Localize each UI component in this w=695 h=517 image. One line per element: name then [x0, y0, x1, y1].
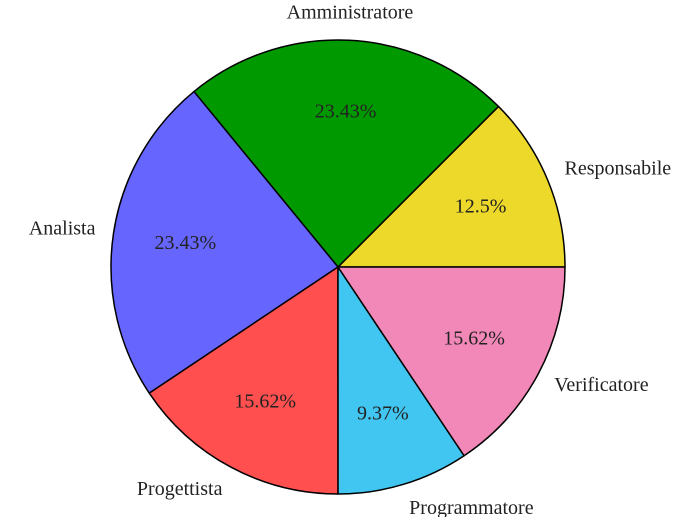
slice-value-label: 15.62%: [443, 327, 505, 349]
slice-value-label: 23.43%: [315, 100, 377, 122]
pie-slice: [337, 105, 566, 268]
slice-category-label: Programmatore: [409, 497, 534, 517]
slice-value-label: 12.5%: [455, 196, 507, 218]
slice-category-label: Progettista: [137, 478, 223, 500]
pie-slice: [193, 39, 500, 268]
pie-slice: [110, 90, 339, 394]
slice-value-label: 15.62%: [234, 391, 296, 413]
slice-category-label: Verificatore: [554, 374, 649, 396]
slice-category-label: Analista: [29, 217, 96, 239]
slice-value-label: 23.43%: [154, 232, 216, 254]
slice-value-label: 9.37%: [357, 402, 409, 424]
pie-slice: [337, 266, 465, 495]
pie-slice: [148, 266, 339, 495]
slice-category-label: Responsabile: [564, 158, 671, 180]
pie-slice: [337, 266, 566, 457]
slice-category-label: Amministratore: [287, 2, 414, 24]
